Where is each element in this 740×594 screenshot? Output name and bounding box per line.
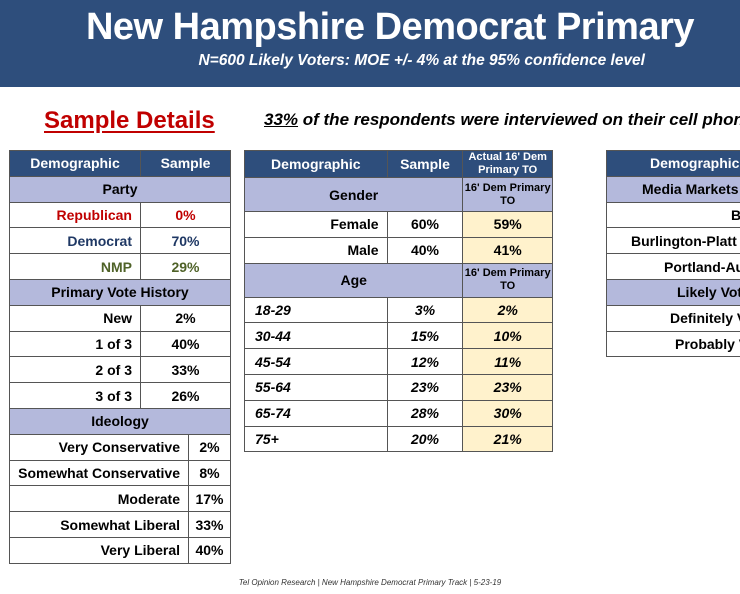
row-actual: 2%: [462, 296, 553, 324]
col-demographic: Demographic: [244, 150, 388, 178]
sample-details-heading: Sample Details: [44, 107, 215, 134]
row-label: Moderate: [9, 485, 189, 513]
row-label: 3 of 3: [9, 382, 141, 409]
row-sample: 60%: [386, 211, 464, 238]
table-row: NMP 29%: [9, 253, 231, 280]
table-row: 45-54 12% 11%: [244, 348, 553, 375]
section-row-party: Party: [9, 175, 231, 203]
col-sample: Sample: [140, 150, 231, 177]
section-age: Age: [243, 262, 464, 298]
row-label: Burlington-Platt: [606, 227, 740, 255]
row-actual: 30%: [462, 399, 553, 427]
table-row: Very Liberal 40%: [9, 536, 231, 564]
table-row: 3 of 3 26%: [9, 382, 231, 409]
row-actual: 21%: [462, 425, 553, 453]
table-row: Very Conservative 2%: [9, 433, 231, 461]
row-actual: 11%: [462, 348, 553, 375]
section-gender-sub: 16' Dem Primary TO: [462, 177, 553, 212]
row-sample: 20%: [386, 425, 464, 453]
table-row: 65-74 28% 30%: [244, 399, 553, 427]
table-row: 30-44 15% 10%: [244, 322, 553, 350]
section-row-likely: Likely Vot: [606, 278, 740, 306]
table-row: 75+ 20% 21%: [244, 425, 553, 453]
section-row-age: Age 16' Dem Primary TO: [243, 262, 553, 298]
table-media-likely: Demographic Media Markets B Burlington-P…: [606, 150, 740, 358]
section-row-media: Media Markets: [606, 175, 740, 203]
row-label: Definitely V: [606, 304, 740, 332]
table-row: Probably V: [606, 330, 740, 358]
row-label: Somewhat Conservative: [9, 459, 189, 487]
section-history: Primary Vote History: [9, 278, 231, 306]
table-header-row: Demographic Sample: [9, 150, 231, 177]
col-demographic: Demographic: [606, 150, 740, 177]
row-label: B: [606, 201, 740, 229]
table-row: Male 40% 41%: [244, 236, 553, 264]
section-age-sub: 16' Dem Primary TO: [462, 262, 553, 298]
table-row: Female 60% 59%: [244, 211, 553, 238]
table-row: Burlington-Platt: [606, 227, 740, 255]
row-label: Very Liberal: [9, 536, 189, 564]
table-row: Republican 0%: [9, 201, 231, 229]
row-label: 30-44: [244, 322, 388, 350]
table-row: New 2%: [9, 304, 231, 332]
cell-phone-pct: 33%: [264, 110, 299, 129]
table-row: Portland-Au: [606, 253, 740, 280]
row-sample: 3%: [386, 296, 464, 324]
row-value: 8%: [188, 459, 231, 487]
section-row-history: Primary Vote History: [9, 278, 231, 306]
cell-phone-text: of the respondents were interviewed on t…: [298, 110, 740, 129]
row-value: 17%: [188, 485, 231, 513]
table-row: Democrat 70%: [9, 227, 231, 255]
row-label: Somewhat Liberal: [9, 511, 189, 538]
section-gender: Gender: [243, 177, 464, 212]
table-row: 1 of 3 40%: [9, 330, 231, 358]
table-row: 18-29 3% 2%: [244, 296, 553, 324]
table-party-history-ideology: Demographic Sample Party Republican 0% De…: [9, 150, 231, 564]
row-label: 65-74: [244, 399, 388, 427]
col-actual-turnout: Actual 16' Dem Primary TO: [462, 150, 553, 178]
row-value: 29%: [140, 253, 231, 280]
row-sample: 40%: [386, 236, 464, 264]
table-row: Moderate 17%: [9, 485, 231, 513]
table-row: Somewhat Conservative 8%: [9, 459, 231, 487]
table-header-row: Demographic: [606, 150, 740, 177]
row-label: 18-29: [244, 296, 388, 324]
row-label: Probably V: [606, 330, 740, 358]
row-value: 33%: [140, 356, 231, 384]
table-row: B: [606, 201, 740, 229]
row-value: 2%: [188, 433, 231, 461]
header-banner: New Hampshire Democrat Primary N=600 Lik…: [0, 0, 740, 87]
section-likely: Likely Vot: [606, 278, 740, 306]
row-sample: 15%: [386, 322, 464, 350]
row-actual: 41%: [462, 236, 553, 264]
section-row-gender: Gender 16' Dem Primary TO: [243, 177, 553, 212]
page-subtitle: N=600 Likely Voters: MOE +/- 4% at the 9…: [198, 52, 645, 69]
row-value: 40%: [140, 330, 231, 358]
page-title: New Hampshire Democrat Primary: [85, 6, 695, 48]
row-label: Portland-Au: [606, 253, 740, 280]
cell-phone-note: 33% of the respondents were interviewed …: [264, 110, 740, 130]
row-label: New: [9, 304, 141, 332]
table-row: Definitely V: [606, 304, 740, 332]
table-gender-age: Demographic Sample Actual 16' Dem Primar…: [243, 150, 553, 453]
row-value: 26%: [140, 382, 231, 409]
row-label: Democrat: [9, 227, 141, 255]
section-party: Party: [9, 175, 231, 203]
row-label: NMP: [9, 253, 141, 280]
col-demographic: Demographic: [9, 150, 141, 177]
row-label: 55-64: [244, 373, 388, 401]
footer-text: Tel Opinion Research | New Hampshire Dem…: [238, 578, 502, 587]
col-sample: Sample: [386, 150, 464, 178]
row-label: Republican: [9, 201, 141, 229]
table-header-row: Demographic Sample Actual 16' Dem Primar…: [244, 150, 553, 178]
row-label: 75+: [244, 425, 388, 453]
row-sample: 23%: [386, 373, 464, 401]
row-value: 2%: [140, 304, 231, 332]
section-media: Media Markets: [606, 175, 740, 203]
row-value: 40%: [188, 536, 231, 564]
row-label: 1 of 3: [9, 330, 141, 358]
table-row: Somewhat Liberal 33%: [9, 511, 231, 538]
